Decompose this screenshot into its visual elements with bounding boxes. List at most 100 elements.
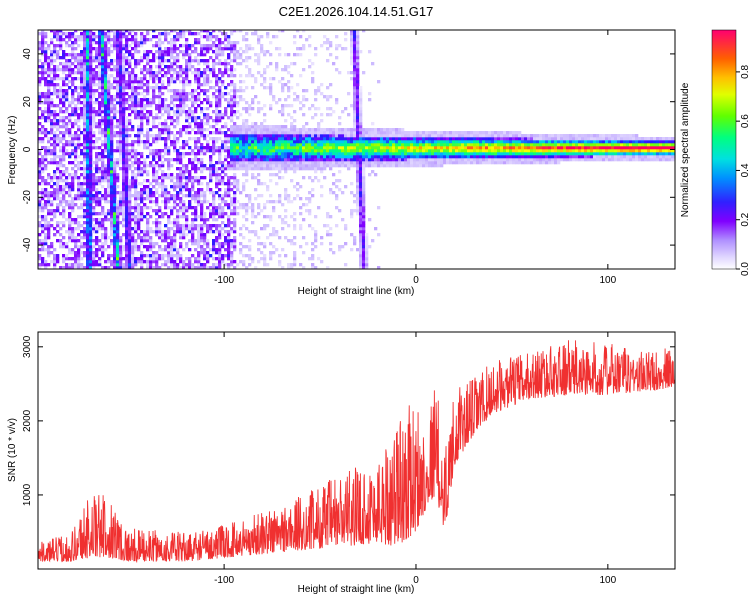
heatmap-cell	[185, 44, 189, 48]
heatmap-cell	[350, 182, 354, 186]
heatmap-cell	[197, 245, 201, 249]
heatmap-cell	[59, 110, 63, 114]
heatmap-cell	[116, 161, 120, 165]
heatmap-cell	[155, 188, 159, 192]
heatmap-cell	[131, 179, 135, 183]
heatmap-cell	[110, 128, 114, 132]
heatmap-cell	[77, 56, 81, 60]
heatmap-cell	[200, 134, 204, 138]
heatmap-cell	[161, 104, 165, 108]
heatmap-cell	[161, 188, 165, 192]
heatmap-cell	[269, 200, 273, 204]
heatmap-cell	[92, 74, 96, 78]
heatmap-cell	[125, 218, 129, 222]
heatmap-cell	[113, 230, 117, 234]
heatmap-cell	[125, 107, 129, 111]
heatmap-cell	[311, 152, 315, 156]
heatmap-cell	[356, 77, 360, 81]
heatmap-cell	[251, 101, 255, 105]
heatmap-cell	[329, 233, 333, 237]
heatmap-cell	[38, 257, 42, 261]
heatmap-cell	[185, 215, 189, 219]
heatmap-cell	[53, 104, 57, 108]
heatmap-cell	[209, 137, 213, 141]
heatmap-cell	[95, 98, 99, 102]
heatmap-cell	[155, 203, 159, 207]
heatmap-cell	[305, 38, 309, 42]
heatmap-cell	[251, 209, 255, 213]
heatmap-cell	[101, 107, 105, 111]
heatmap-cell	[254, 140, 258, 144]
heatmap-cell	[359, 92, 363, 96]
heatmap-cell	[59, 116, 63, 120]
heatmap-cell	[59, 119, 63, 123]
heatmap-cell	[62, 116, 66, 120]
heatmap-cell	[152, 200, 156, 204]
heatmap-cell	[38, 152, 42, 156]
heatmap-cell	[242, 119, 246, 123]
heatmap-cell	[212, 44, 216, 48]
heatmap-cell	[149, 149, 153, 153]
heatmap-cell	[236, 185, 240, 189]
heatmap-cell	[329, 134, 333, 138]
heatmap-cell	[98, 248, 102, 252]
heatmap-cell	[227, 266, 231, 269]
heatmap-cell	[314, 167, 318, 171]
heatmap-cell	[101, 134, 105, 138]
heatmap-cell	[50, 110, 54, 114]
heatmap-cell	[146, 113, 150, 117]
heatmap-cell	[149, 74, 153, 78]
heatmap-cell	[254, 122, 258, 126]
heatmap-cell	[65, 131, 69, 135]
heatmap-cell	[353, 110, 357, 114]
heatmap-cell	[98, 56, 102, 60]
heatmap-cell	[206, 47, 210, 51]
heatmap-cell	[215, 83, 219, 87]
heatmap-cell	[134, 92, 138, 96]
heatmap-cell	[41, 245, 45, 249]
heatmap-cell	[176, 257, 180, 261]
heatmap-cell	[119, 95, 123, 99]
heatmap-cell	[305, 122, 309, 126]
heatmap-cell	[95, 230, 99, 234]
heatmap-cell	[134, 179, 138, 183]
heatmap-cell	[326, 131, 330, 135]
heatmap-cell	[266, 164, 270, 168]
heatmap-cell	[275, 158, 279, 162]
heatmap-cell	[104, 167, 108, 171]
heatmap-cell	[179, 179, 183, 183]
heatmap-cell	[296, 155, 300, 159]
heatmap-cell	[245, 227, 249, 231]
heatmap-cell	[53, 209, 57, 213]
heatmap-cell	[107, 179, 111, 183]
heatmap-cell	[44, 53, 48, 57]
heatmap-cell	[365, 137, 369, 141]
heatmap-cell	[128, 227, 132, 231]
heatmap-cell	[242, 128, 246, 132]
heatmap-cell	[359, 128, 363, 132]
heatmap-cell	[113, 197, 117, 201]
heatmap-cell	[284, 161, 288, 165]
heatmap-cell	[326, 113, 330, 117]
heatmap-cell	[284, 65, 288, 69]
heatmap-cell	[89, 188, 93, 192]
heatmap-cell	[263, 134, 267, 138]
heatmap-cell	[62, 257, 66, 261]
heatmap-cell	[110, 74, 114, 78]
heatmap-cell	[320, 149, 324, 153]
heatmap-cell	[116, 239, 120, 243]
heatmap-cell	[239, 242, 243, 246]
heatmap-cell	[341, 161, 345, 165]
heatmap-cell	[59, 179, 63, 183]
heatmap-cell	[110, 83, 114, 87]
heatmap-cell	[137, 248, 141, 252]
heatmap-cell	[92, 194, 96, 198]
heatmap-cell	[89, 221, 93, 225]
heatmap-cell	[56, 239, 60, 243]
heatmap-cell	[92, 95, 96, 99]
heatmap-cell	[122, 203, 126, 207]
heatmap-cell	[356, 134, 360, 138]
heatmap-cell	[80, 59, 84, 63]
heatmap-cell	[146, 119, 150, 123]
heatmap-cell	[194, 212, 198, 216]
